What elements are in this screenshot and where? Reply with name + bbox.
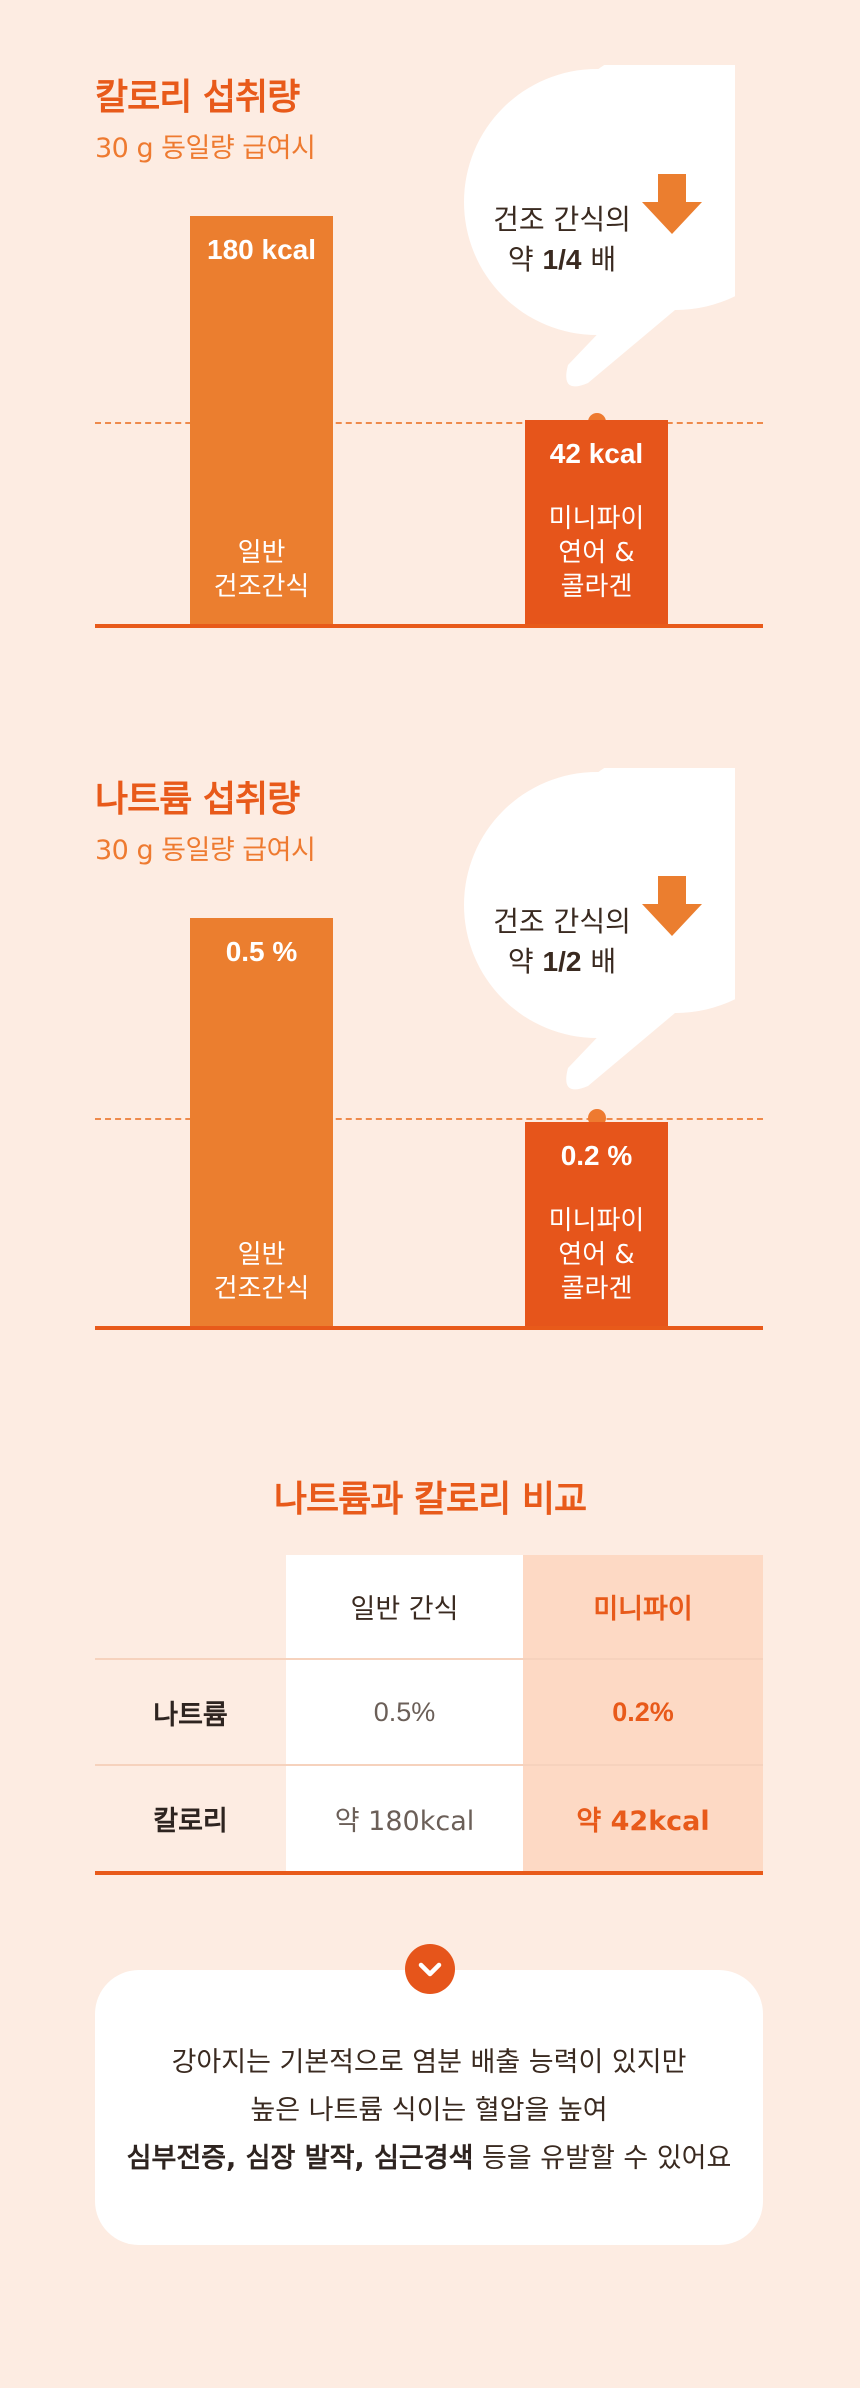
arrow-down-icon (642, 876, 702, 936)
bar-regular-snack: 0.5 % 일반 건조간식 (190, 918, 333, 1326)
note-card: 강아지는 기본적으로 염분 배출 능력이 있지만 높은 나트륨 식이는 혈압을 … (95, 1970, 763, 2245)
bar-regular-snack: 180 kcal 일반 건조간식 (190, 216, 333, 624)
bar-value-label: 180 kcal (207, 234, 316, 265)
bar-minipie: 42 kcal 미니파이 연어 & 콜라겐 (525, 420, 668, 624)
chart-title: 칼로리 섭취량 (95, 77, 300, 118)
bar-value-label: 0.5 % (225, 936, 298, 967)
header-minipie: 미니파이 (593, 1594, 693, 1625)
header-regular: 일반 간식 (350, 1594, 459, 1625)
row-divider (95, 1764, 763, 1766)
table-title: 나트륨과 칼로리 비교 (273, 1479, 587, 1520)
bar-category-label: 미니파이 연어 & 콜라겐 (548, 504, 645, 602)
bar-value-label: 42 kcal (549, 438, 644, 469)
row-label-calorie: 칼로리 (153, 1806, 228, 1837)
cell-calorie-minipie: 약 42kcal (576, 1806, 710, 1837)
arrow-down-icon (642, 174, 702, 234)
row-divider (95, 1658, 763, 1660)
note-line-3: 심부전증, 심장 발작, 심근경색 등을 유발할 수 있어요 (95, 2136, 763, 2175)
chart-title: 나트륨 섭취량 (95, 779, 300, 820)
speech-bubble (464, 65, 735, 387)
reference-line (95, 422, 763, 424)
chevron-down-icon (405, 1944, 455, 1994)
baseline (95, 624, 763, 628)
bar-minipie: 0.2 % 미니파이 연어 & 콜라겐 (525, 1122, 668, 1326)
column-minipie-bg (523, 1555, 763, 1873)
comparison-table: 일반 간식 미니파이 나트륨 0.5% 0.2% 칼로리 약 180kcal 약… (95, 1555, 763, 1877)
callout-ratio: 1/2 (542, 946, 582, 977)
bar-category-label: 일반 건조간식 (213, 1240, 310, 1304)
callout-prefix: 약 (507, 945, 543, 978)
table-bottom-line (95, 1871, 763, 1875)
bar-category-label: 미니파이 연어 & 콜라겐 (548, 1206, 645, 1304)
cell-sodium-regular: 0.5% (373, 1696, 436, 1727)
chart-subtitle: 30 g 동일량 급여시 (95, 835, 316, 866)
note-line-3-rest: 등을 유발할 수 있어요 (473, 2143, 732, 2174)
callout-suffix: 배 (581, 243, 617, 276)
callout-prefix: 약 (507, 243, 543, 276)
note-emphasis: 심부전증, 심장 발작, 심근경색 (126, 2143, 474, 2174)
reference-line (95, 1118, 763, 1120)
cell-sodium-minipie: 0.2% (612, 1696, 674, 1727)
callout-line1: 건조 간식의 (493, 203, 631, 236)
baseline (95, 1326, 763, 1330)
callout-line1: 건조 간식의 (493, 905, 631, 938)
bar-value-label: 0.2 % (560, 1140, 633, 1171)
speech-bubble (464, 768, 735, 1090)
row-label-sodium: 나트륨 (153, 1699, 228, 1731)
callout-ratio: 1/4 (542, 244, 582, 275)
column-regular-bg (286, 1555, 523, 1873)
chart-subtitle: 30 g 동일량 급여시 (95, 133, 316, 164)
callout-suffix: 배 (581, 945, 617, 978)
note-line-1: 강아지는 기본적으로 염분 배출 능력이 있지만 (171, 2047, 687, 2078)
bar-category-label: 일반 건조간식 (213, 538, 310, 602)
cell-calorie-regular: 약 180kcal (334, 1806, 475, 1837)
note-line-2: 높은 나트륨 식이는 혈압을 높여 (250, 2095, 608, 2126)
